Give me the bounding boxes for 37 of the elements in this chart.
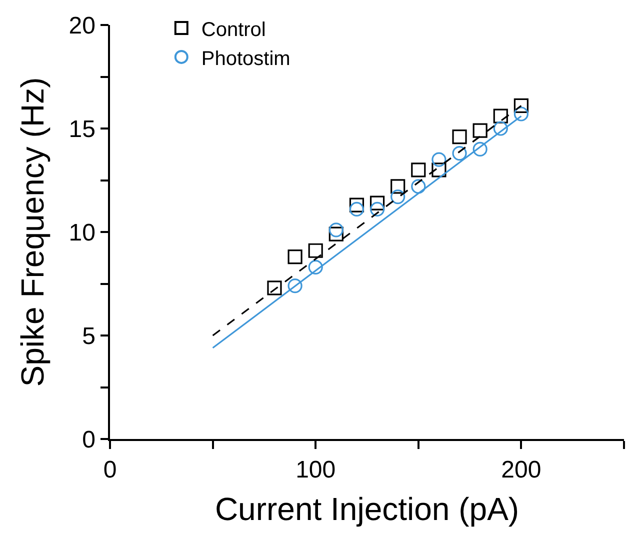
point xyxy=(288,278,302,294)
point xyxy=(452,129,467,144)
point xyxy=(349,202,364,217)
point xyxy=(267,280,282,296)
x-tick-label: 0 xyxy=(103,456,117,484)
point xyxy=(390,190,406,204)
point xyxy=(472,123,488,138)
point xyxy=(514,98,528,114)
point xyxy=(349,198,364,212)
x-tick-label: 100 xyxy=(296,456,336,484)
point xyxy=(493,121,508,136)
y-tick-label: 5 xyxy=(82,322,96,350)
y-tick-label: 0 xyxy=(82,426,96,454)
point xyxy=(390,179,406,194)
point xyxy=(308,260,323,274)
legend-label: Control xyxy=(201,18,266,41)
y-tick-label: 10 xyxy=(68,219,96,246)
point xyxy=(514,106,528,122)
y-axis-title: Spike Frequency (Hz) xyxy=(14,77,51,387)
point xyxy=(308,243,323,258)
point xyxy=(432,152,446,167)
point xyxy=(370,202,385,217)
y-tick-label: 15 xyxy=(68,116,96,143)
point xyxy=(328,226,344,242)
point xyxy=(411,162,426,178)
point xyxy=(472,142,488,156)
point xyxy=(493,108,508,124)
point xyxy=(288,250,302,264)
point xyxy=(432,162,446,178)
y-tick-label: 20 xyxy=(68,12,96,40)
point xyxy=(452,146,467,161)
point xyxy=(328,222,344,238)
x-axis-title: Current Injection (pA) xyxy=(214,490,520,527)
x-tick-label: 200 xyxy=(501,456,542,484)
point xyxy=(411,179,426,194)
point xyxy=(370,196,385,210)
legend-label: Photostim xyxy=(201,48,290,70)
